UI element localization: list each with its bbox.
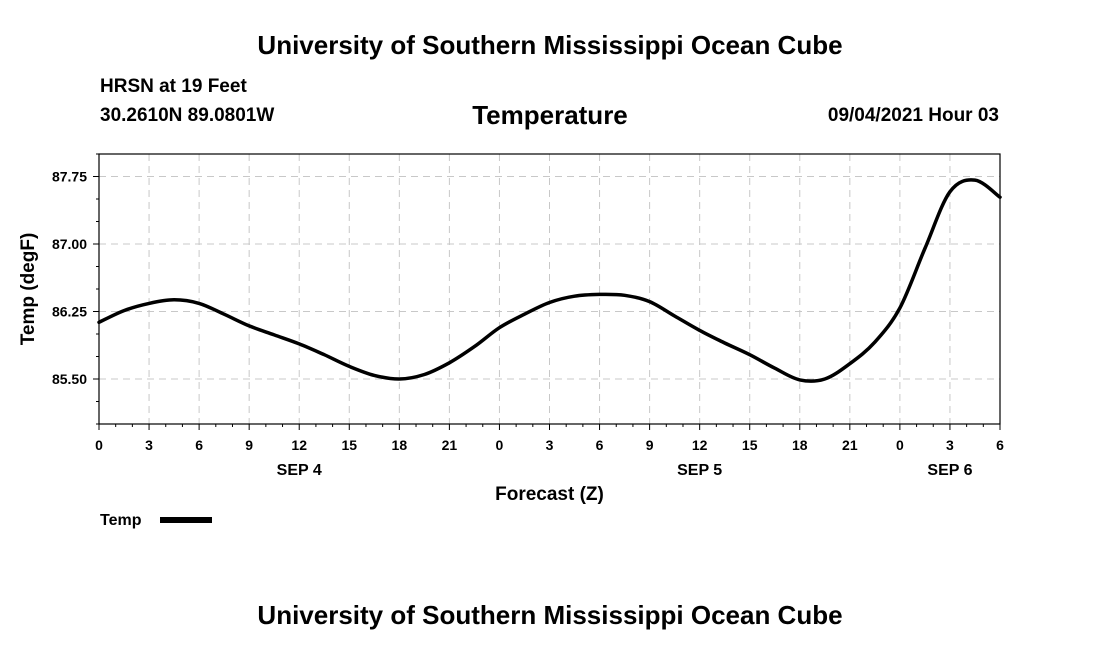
- chart-title: Temperature: [472, 100, 628, 130]
- x-tick-label: 0: [95, 437, 103, 453]
- top-title: University of Southern Mississippi Ocean…: [257, 30, 843, 60]
- x-axis-label: Forecast (Z): [495, 484, 604, 505]
- x-tick-label: 3: [546, 437, 554, 453]
- x-tick-label: 6: [195, 437, 203, 453]
- station-label: HRSN at 19 Feet: [100, 76, 247, 97]
- x-tick-label: 0: [496, 437, 504, 453]
- y-tick-label: 85.50: [52, 371, 87, 387]
- x-tick-label: 12: [692, 437, 708, 453]
- x-tick-label: 18: [392, 437, 408, 453]
- temp-series-line: [97, 178, 1002, 383]
- axis-labels: 85.50 86.25 87.00 87.75 0 3 6 9 12 15 18 21 0 3 6 9 12 15…: [52, 169, 1004, 480]
- plot-frame: [98, 153, 1001, 425]
- x-tick-label: 15: [341, 437, 357, 453]
- day-label: SEP 5: [677, 462, 722, 479]
- y-tick-label: 87.75: [52, 169, 87, 185]
- x-tick-label: 15: [742, 437, 758, 453]
- x-tick-label: 6: [996, 437, 1004, 453]
- x-tick-label: 6: [596, 437, 604, 453]
- coordinates-label: 30.2610N 89.0801W: [100, 105, 275, 126]
- grid-lines: [99, 154, 1000, 424]
- day-label: SEP 6: [927, 462, 972, 479]
- y-axis-label: Temp (degF): [18, 233, 39, 346]
- legend-label-temp: Temp: [100, 512, 142, 529]
- x-tick-label: 18: [792, 437, 808, 453]
- x-tick-label: 12: [291, 437, 307, 453]
- y-tick-label: 87.00: [52, 236, 87, 252]
- bottom-title: University of Southern Mississippi Ocean…: [257, 600, 843, 630]
- x-tick-label: 9: [646, 437, 654, 453]
- day-label: SEP 4: [277, 462, 322, 479]
- forecast-datetime: 09/04/2021 Hour 03: [827, 105, 999, 126]
- axis-ticks: [93, 153, 1001, 430]
- x-tick-label: 3: [946, 437, 954, 453]
- x-tick-label: 3: [145, 437, 153, 453]
- y-tick-label: 86.25: [52, 304, 87, 320]
- x-tick-label: 0: [896, 437, 904, 453]
- x-tick-label: 21: [842, 437, 858, 453]
- x-tick-label: 9: [245, 437, 253, 453]
- x-tick-label: 21: [442, 437, 458, 453]
